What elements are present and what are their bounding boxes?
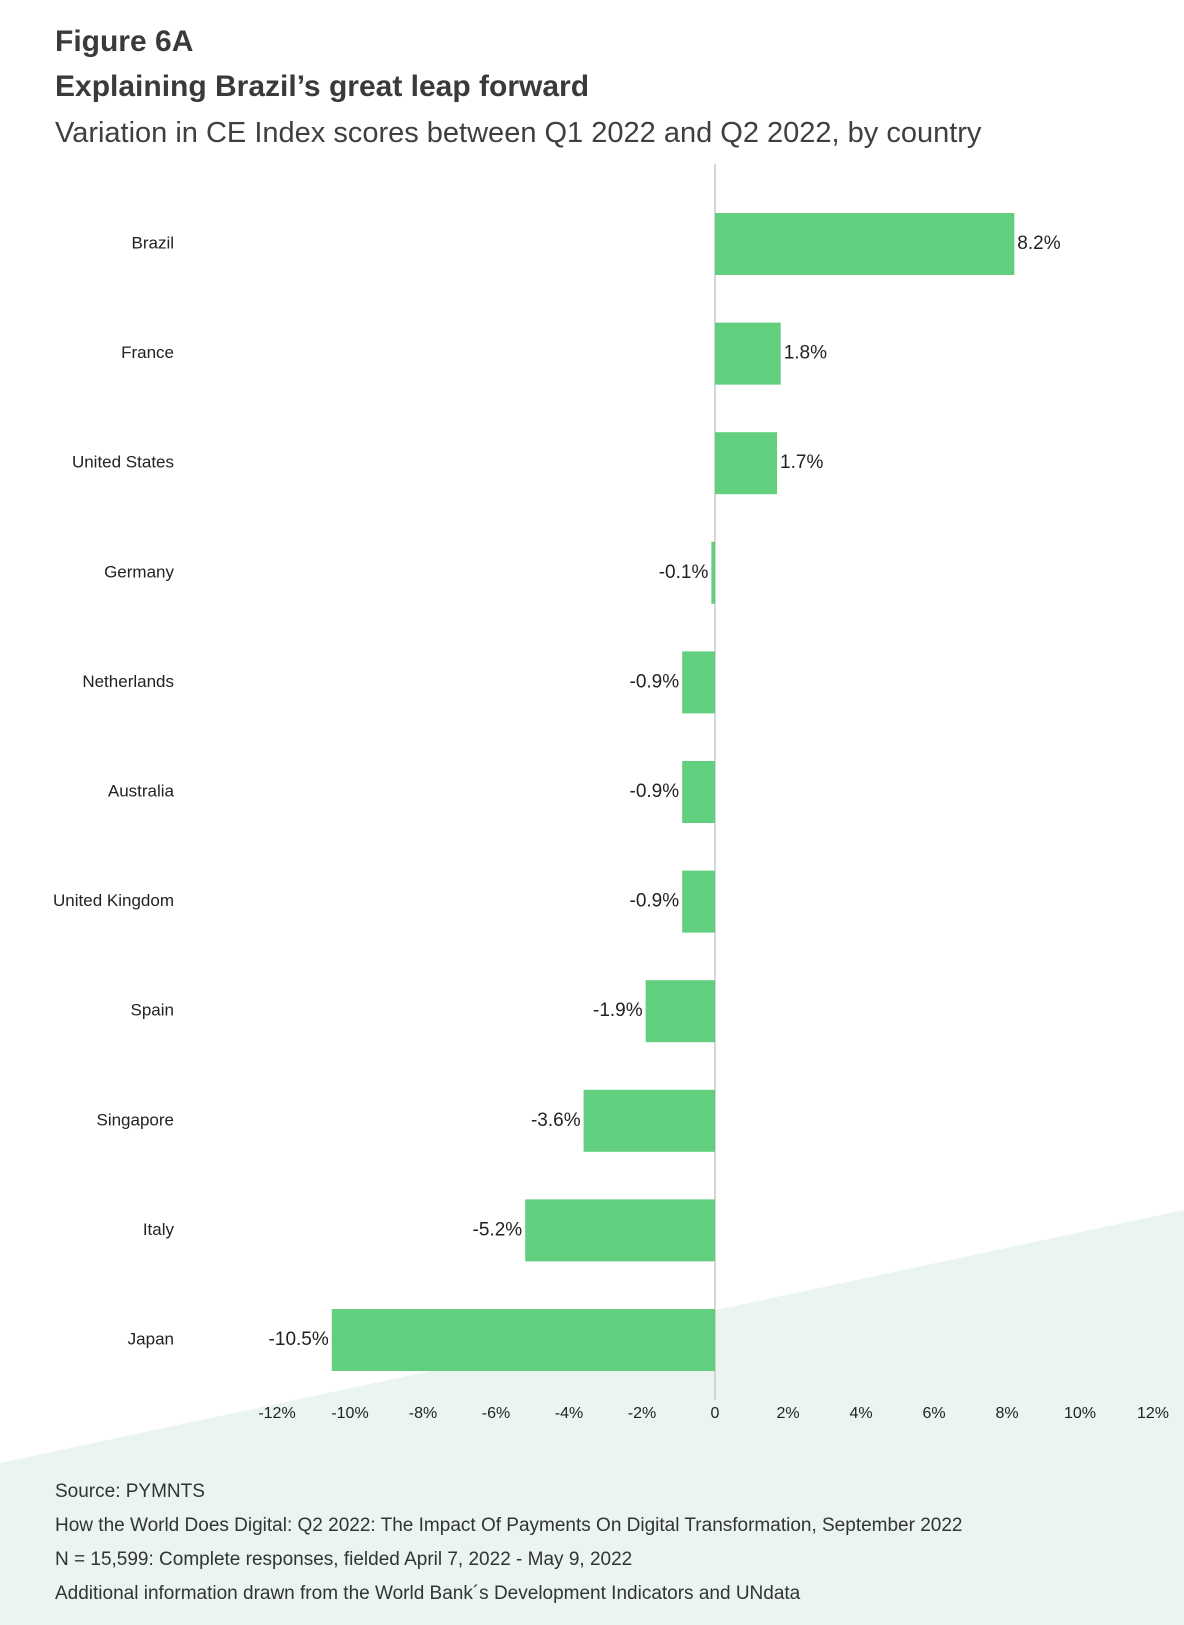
- bar-germany: [711, 541, 715, 604]
- value-label: -0.1%: [659, 562, 709, 583]
- chart-title: Explaining Brazil’s great leap forward: [55, 70, 590, 103]
- x-tick-label: -6%: [482, 1405, 510, 1422]
- value-label: -5.2%: [473, 1219, 523, 1240]
- category-label: France: [121, 343, 174, 362]
- x-tick-label: 2%: [776, 1405, 799, 1422]
- x-tick-label: -8%: [409, 1405, 437, 1422]
- chart-subtitle: Variation in CE Index scores between Q1 …: [55, 117, 982, 149]
- note-line: Additional information drawn from the Wo…: [55, 1583, 801, 1604]
- bar-united-kingdom: [682, 870, 715, 933]
- value-label: 8.2%: [1017, 233, 1060, 254]
- x-tick-label: -2%: [628, 1405, 656, 1422]
- value-label: -0.9%: [630, 891, 680, 912]
- figure-label: Figure 6A: [55, 25, 194, 58]
- value-label: -0.9%: [630, 781, 680, 802]
- bar-australia: [682, 761, 715, 823]
- chart-footer: Source: PYMNTS How the World Does Digita…: [55, 1475, 963, 1611]
- x-tick-label: -4%: [555, 1405, 583, 1422]
- bar-united-states: [715, 432, 778, 495]
- category-label: United States: [72, 453, 174, 472]
- bar-japan: [331, 1309, 715, 1371]
- x-tick-label: 0: [711, 1405, 720, 1422]
- x-tick-label: 10%: [1064, 1405, 1096, 1422]
- bar-italy: [525, 1199, 715, 1262]
- value-label: 1.8%: [784, 343, 827, 364]
- category-label: Germany: [104, 562, 174, 581]
- category-label: United Kingdom: [53, 891, 174, 910]
- value-label: -1.9%: [593, 1000, 643, 1021]
- bar-chart: Brazil 8.2% France 1.8% United States 1.7% Ger…: [53, 164, 1169, 1422]
- x-tick-label: -12%: [258, 1405, 295, 1422]
- bar-netherlands: [682, 651, 715, 714]
- category-label: Singapore: [96, 1110, 174, 1129]
- x-tick-label: 6%: [922, 1405, 945, 1422]
- bar-spain: [645, 980, 715, 1043]
- category-label: Spain: [131, 1001, 174, 1020]
- category-label: Japan: [128, 1329, 174, 1348]
- source-line: Source: PYMNTS: [55, 1481, 205, 1502]
- bar-singapore: [583, 1089, 715, 1152]
- background-wedge: [0, 1210, 1184, 1625]
- value-label: -3.6%: [531, 1110, 581, 1131]
- value-label: -10.5%: [269, 1329, 329, 1350]
- bar-brazil: [715, 213, 1015, 275]
- category-label: Australia: [108, 781, 175, 800]
- x-tick-label: 12%: [1137, 1405, 1169, 1422]
- category-label: Netherlands: [82, 672, 174, 691]
- x-tick-label: 8%: [995, 1405, 1018, 1422]
- value-label: -0.9%: [630, 671, 680, 692]
- value-label: 1.7%: [780, 452, 823, 473]
- sample-line: N = 15,599: Complete responses, fielded …: [55, 1549, 633, 1570]
- category-label: Italy: [143, 1220, 175, 1239]
- bar-france: [715, 322, 781, 385]
- x-tick-label: -10%: [331, 1405, 368, 1422]
- report-line: How the World Does Digital: Q2 2022: The…: [55, 1515, 963, 1536]
- chart-header: Figure 6A Explaining Brazil’s great leap…: [55, 20, 981, 156]
- category-label: Brazil: [131, 233, 174, 252]
- x-tick-label: 4%: [849, 1405, 872, 1422]
